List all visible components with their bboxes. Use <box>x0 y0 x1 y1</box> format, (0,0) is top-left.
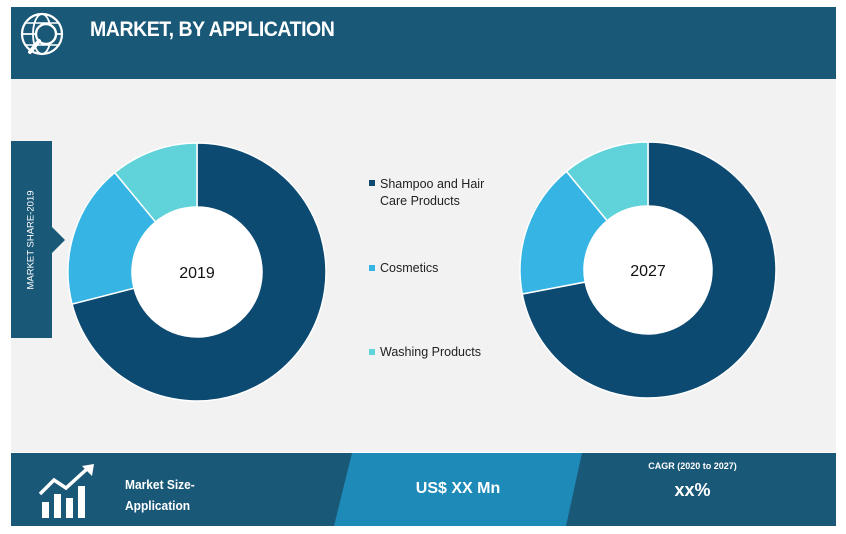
header-bar <box>11 7 836 79</box>
footer-label-line1: Market Size- <box>125 477 195 492</box>
donut-2027-hole <box>584 206 712 334</box>
donut-center-label-2027: 2027 <box>630 263 666 280</box>
growth-chart-icon <box>38 464 94 518</box>
legend-swatch-cosmetics <box>369 265 375 271</box>
cagr-value: xx% <box>674 480 711 500</box>
globe-search-icon <box>20 12 64 56</box>
legend-item-shampoo: Shampoo and Hair Care Products <box>380 177 485 208</box>
footer-label: Market Size- Application <box>125 474 195 516</box>
footer-label-line2: Application <box>125 498 191 513</box>
legend-item-cosmetics: Cosmetics <box>380 261 439 275</box>
footer-value-panel <box>334 453 582 526</box>
side-label-box <box>11 141 52 338</box>
donut-2019-hole <box>132 207 262 337</box>
side-label-arrow <box>52 227 65 253</box>
legend-item-washing: Washing Products <box>380 345 481 359</box>
legend-swatch-washing <box>369 349 375 355</box>
donut-center-label-2019: 2019 <box>179 265 215 282</box>
legend-swatch-shampoo <box>369 180 375 186</box>
market-size-value: US$ XX Mn <box>415 480 501 497</box>
cagr-label: CAGR (2020 to 2027) <box>648 461 737 471</box>
page-title: MARKET, BY APPLICATION <box>90 18 335 41</box>
